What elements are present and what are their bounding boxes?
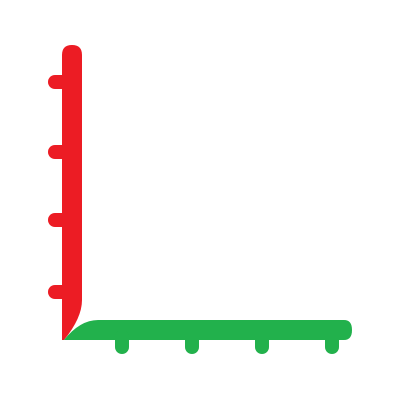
x-axis-ticks	[115, 330, 339, 354]
y-axis-line	[62, 45, 82, 340]
y-axis	[48, 45, 82, 340]
y-axis-tick	[48, 75, 72, 89]
y-axis-tick	[48, 285, 72, 299]
x-axis-line	[64, 320, 352, 340]
y-axis-tick	[48, 213, 72, 227]
y-axis-ticks	[48, 75, 72, 299]
x-axis-tick	[325, 330, 339, 354]
x-axis-tick	[255, 330, 269, 354]
x-axis	[64, 320, 352, 354]
x-axis-tick	[115, 330, 129, 354]
x-axis-tick	[185, 330, 199, 354]
y-axis-tick	[48, 145, 72, 159]
